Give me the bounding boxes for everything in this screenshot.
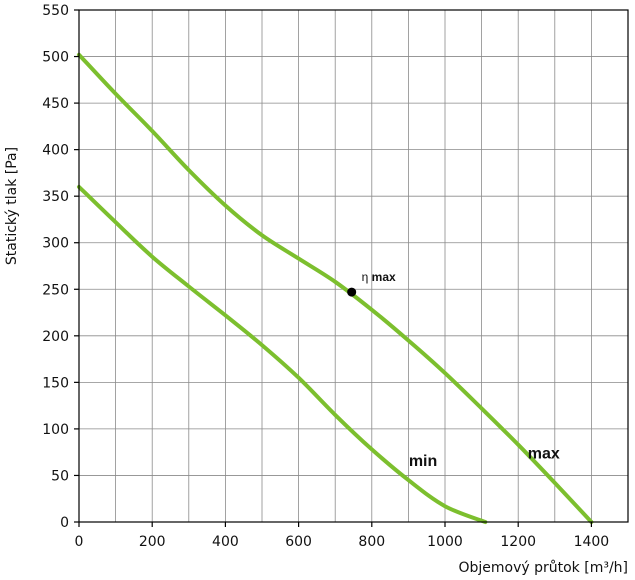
x-axis-label: Objemový průtok [m³/h] xyxy=(458,560,628,576)
x-tick-label: 600 xyxy=(285,534,312,550)
series-label-max: max xyxy=(528,446,560,463)
y-tick-label: 300 xyxy=(42,236,69,252)
plot-frame xyxy=(78,9,629,523)
series-label-min: min xyxy=(409,453,437,470)
y-tick-label: 0 xyxy=(60,515,69,531)
y-tick-label: 500 xyxy=(42,50,69,66)
y-tick-label: 550 xyxy=(42,3,69,19)
efficiency-label: η max xyxy=(362,270,396,284)
series-line-min xyxy=(77,184,488,524)
y-tick-label: 350 xyxy=(42,189,69,205)
y-axis-label: Statický tlak [Pa] xyxy=(4,147,20,265)
x-tick-label: 0 xyxy=(75,534,84,550)
efficiency-point xyxy=(347,287,357,297)
x-axis-ticks: 0 200 400 600 800 1000 1200 1400 xyxy=(75,522,610,550)
series-line-max xyxy=(77,52,594,524)
y-tick-label: 400 xyxy=(42,143,69,159)
y-tick-label: 150 xyxy=(42,375,69,391)
chart-curves xyxy=(77,52,594,524)
y-tick-label: 450 xyxy=(42,96,69,112)
chart-grid xyxy=(79,10,628,522)
y-tick-label: 250 xyxy=(42,282,69,298)
chart-annotations: max min η max xyxy=(347,270,560,470)
x-tick-label: 1000 xyxy=(427,534,463,550)
y-tick-label: 100 xyxy=(42,422,69,438)
x-tick-label: 1200 xyxy=(500,534,536,550)
x-tick-label: 1400 xyxy=(574,534,610,550)
y-tick-label: 200 xyxy=(42,329,69,345)
y-axis-ticks: 0 50 100 150 200 250 300 350 400 450 500 550 xyxy=(42,3,79,531)
y-tick-label: 50 xyxy=(51,468,69,484)
x-tick-label: 200 xyxy=(139,534,166,550)
x-tick-label: 400 xyxy=(212,534,239,550)
x-tick-label: 800 xyxy=(358,534,385,550)
